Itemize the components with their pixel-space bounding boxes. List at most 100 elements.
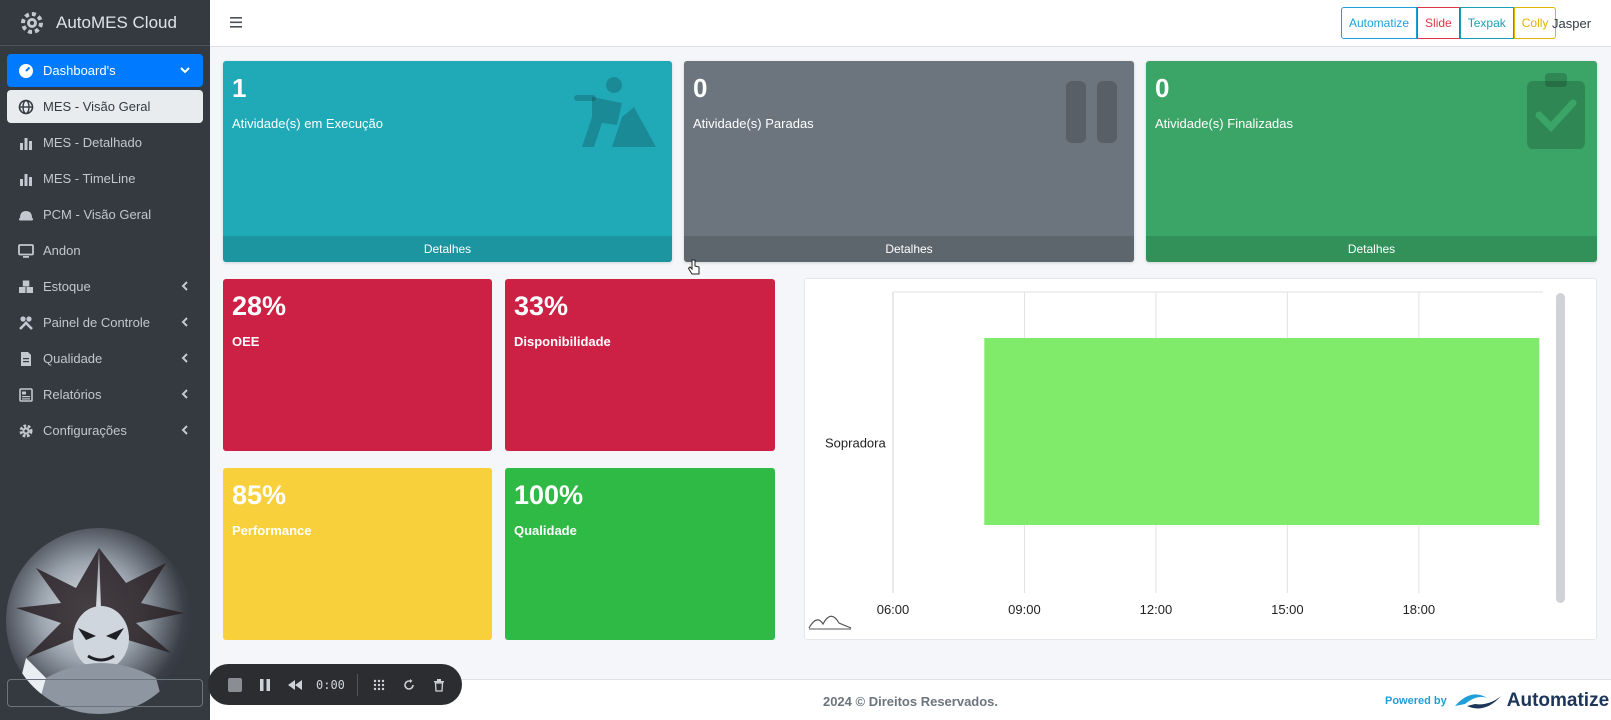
pause-recording-button[interactable] — [256, 676, 274, 694]
activity-details-link[interactable]: Detalhes — [684, 236, 1134, 262]
bar-chart-icon — [17, 135, 35, 151]
brand-button-group: Automatize Slide Texpak Colly — [1341, 7, 1557, 39]
sidebar-item-label: Relatórios — [43, 387, 102, 402]
powered-by-label: Powered by — [1385, 695, 1447, 707]
sidebar-item-label: Qualidade — [43, 351, 103, 366]
chevron-left-icon — [179, 280, 191, 292]
metric-label: Qualidade — [514, 523, 577, 538]
sidebar-item-label: Configurações — [43, 423, 127, 438]
y-category-label: Sopradora — [825, 436, 886, 451]
recording-time: 0:00 — [316, 677, 345, 692]
rewind-icon — [288, 679, 302, 690]
sidebar-item-label: MES - Detalhado — [43, 135, 142, 150]
sidebar-item-label: Dashboard's — [43, 63, 116, 78]
activity-label: Atividade(s) Finalizadas — [1155, 116, 1294, 131]
copyright-text: 2024 © Direitos Reservados. — [822, 694, 999, 709]
metric-value: 28% — [232, 291, 287, 321]
sidebar-nav: Dashboard's MES - Visão Geral MES - Detalh… — [0, 46, 210, 447]
gauge-icon — [17, 63, 35, 79]
metric-availability: 33% Disponibilidade — [505, 279, 775, 451]
brand-name: AutoMES Cloud — [56, 12, 177, 32]
pause-icon — [260, 678, 270, 691]
worker-icon — [574, 77, 656, 147]
sidebar-item-label: Andon — [43, 243, 81, 258]
activity-label: Atividade(s) em Execução — [232, 116, 384, 131]
brand-button-texpak[interactable]: Texpak — [1459, 7, 1514, 39]
sidebar: AutoMES Cloud Dashboard's MES - Visão Ger… — [0, 0, 210, 720]
sidebar-item-3[interactable]: MES - TimeLine — [7, 162, 203, 195]
stop-icon — [228, 677, 242, 692]
chevron-left-icon — [179, 388, 191, 400]
activity-box-running: 1 Atividade(s) em Execução Detalhes — [223, 61, 672, 262]
boxes-icon — [17, 279, 35, 295]
sidebar-item-label: Painel de Controle — [43, 315, 150, 330]
sidebar-item-5[interactable]: Andon — [7, 234, 203, 267]
topbar: Automatize Slide Texpak Colly Jasper — [210, 0, 1611, 47]
restart-button[interactable] — [400, 676, 418, 694]
timeline-chart-card: 06:00 09:00 12:00 15:00 18:00 Sopradora — [804, 278, 1597, 640]
activity-count: 0 — [693, 73, 708, 103]
metric-label: Disponibilidade — [514, 334, 611, 349]
powered-by[interactable]: Powered by Automatize — [1385, 690, 1609, 712]
metric-oee: 28% OEE — [223, 279, 492, 451]
brand-button-slide[interactable]: Slide — [1417, 7, 1460, 39]
chart-scrollbar[interactable] — [1556, 293, 1565, 603]
chevron-left-icon — [179, 316, 191, 328]
metric-quality: 100% Qualidade — [505, 468, 775, 640]
monitor-icon — [17, 243, 35, 259]
newspaper-icon — [17, 387, 35, 403]
sidebar-item-2[interactable]: MES - Detalhado — [7, 126, 203, 159]
grid-button[interactable] — [370, 676, 388, 694]
chevron-left-icon — [179, 352, 191, 364]
metric-performance: 85% Performance — [223, 468, 492, 640]
activity-count: 1 — [232, 73, 247, 103]
user-name[interactable]: Jasper — [1552, 16, 1592, 31]
dots-grid-icon — [373, 679, 385, 690]
menu-toggle-icon[interactable] — [228, 13, 246, 31]
x-tick-label: 06:00 — [877, 602, 910, 617]
divider — [356, 673, 358, 696]
brand-button-automatize[interactable]: Automatize — [1341, 7, 1418, 39]
sidebar-item-8[interactable]: Qualidade — [7, 342, 203, 375]
delete-recording-button[interactable] — [430, 676, 448, 694]
brand[interactable]: AutoMES Cloud — [0, 0, 210, 46]
webcam-avatar — [6, 528, 192, 714]
trash-icon — [433, 678, 444, 692]
metric-label: Performance — [232, 523, 312, 538]
sidebar-item-10[interactable]: Configurações — [7, 414, 203, 447]
clipboard-check-icon — [1527, 73, 1585, 149]
bar-chart-icon — [17, 171, 35, 187]
sidebar-search-field[interactable] — [7, 679, 203, 707]
metric-value: 33% — [514, 291, 569, 321]
x-tick-label: 18:00 — [1403, 602, 1436, 617]
gear-logo-icon — [21, 11, 43, 34]
file-icon — [17, 351, 35, 367]
x-tick-label: 09:00 — [1008, 602, 1041, 617]
sidebar-item-6[interactable]: Estoque — [7, 270, 203, 303]
activity-box-stopped: 0 Atividade(s) Paradas Detalhes — [684, 61, 1134, 262]
activity-details-link[interactable]: Detalhes — [223, 236, 672, 262]
x-tick-label: 15:00 — [1271, 602, 1304, 617]
sidebar-item-4[interactable]: PCM - Visão Geral — [7, 198, 203, 231]
brand-button-colly[interactable]: Colly — [1513, 7, 1557, 39]
sidebar-item-1[interactable]: MES - Visão Geral — [7, 90, 203, 123]
x-tick-label: 12:00 — [1140, 602, 1173, 617]
chevron-left-icon — [179, 424, 191, 436]
rewind-button[interactable] — [286, 676, 304, 694]
activity-details-link[interactable]: Detalhes — [1146, 236, 1597, 262]
sidebar-item-0[interactable]: Dashboard's — [7, 54, 203, 87]
stop-recording-button[interactable] — [226, 676, 244, 694]
timeline-chart: 06:00 09:00 12:00 15:00 18:00 Sopradora — [808, 291, 1543, 630]
chart-logo-icon — [808, 615, 852, 629]
sidebar-item-9[interactable]: Relatórios — [7, 378, 203, 411]
pause-icon — [1066, 81, 1117, 143]
sidebar-item-label: PCM - Visão Geral — [43, 207, 152, 222]
metric-value: 85% — [232, 480, 287, 510]
recording-controls: 0:00 — [208, 664, 462, 705]
metric-label: OEE — [232, 334, 260, 349]
globe-icon — [17, 99, 35, 115]
sidebar-item-7[interactable]: Painel de Controle — [7, 306, 203, 339]
restart-icon — [404, 678, 414, 690]
powered-by-brand: Automatize — [1506, 690, 1610, 711]
metric-value: 100% — [514, 480, 584, 510]
